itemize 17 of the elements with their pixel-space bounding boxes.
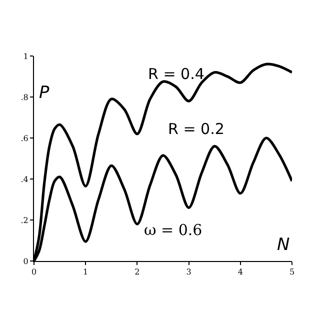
x-tick-label: 2 [134,268,140,277]
series-label: R = 0.2 [168,120,224,138]
series-label: R = 0.4 [148,65,204,83]
x-axis-title: N [277,235,290,255]
x-tick-label: 4 [238,268,243,277]
x-tick-label: 3 [186,268,192,277]
annotation: ω = 0.6 [144,221,202,239]
y-axis-title: P [39,83,50,103]
y-tick-label: .4 [20,174,28,184]
x-tick-label: 0 [31,268,37,277]
y-tick-label: .6 [20,134,28,143]
y-tick-label: .2 [20,216,28,225]
x-tick-label: 1 [83,268,88,277]
y-tick-label: 1 [23,52,28,61]
y-tick-label: 0 [23,256,28,266]
y-tick-label: .8 [20,92,28,102]
x-tick-label: 5 [289,268,295,277]
